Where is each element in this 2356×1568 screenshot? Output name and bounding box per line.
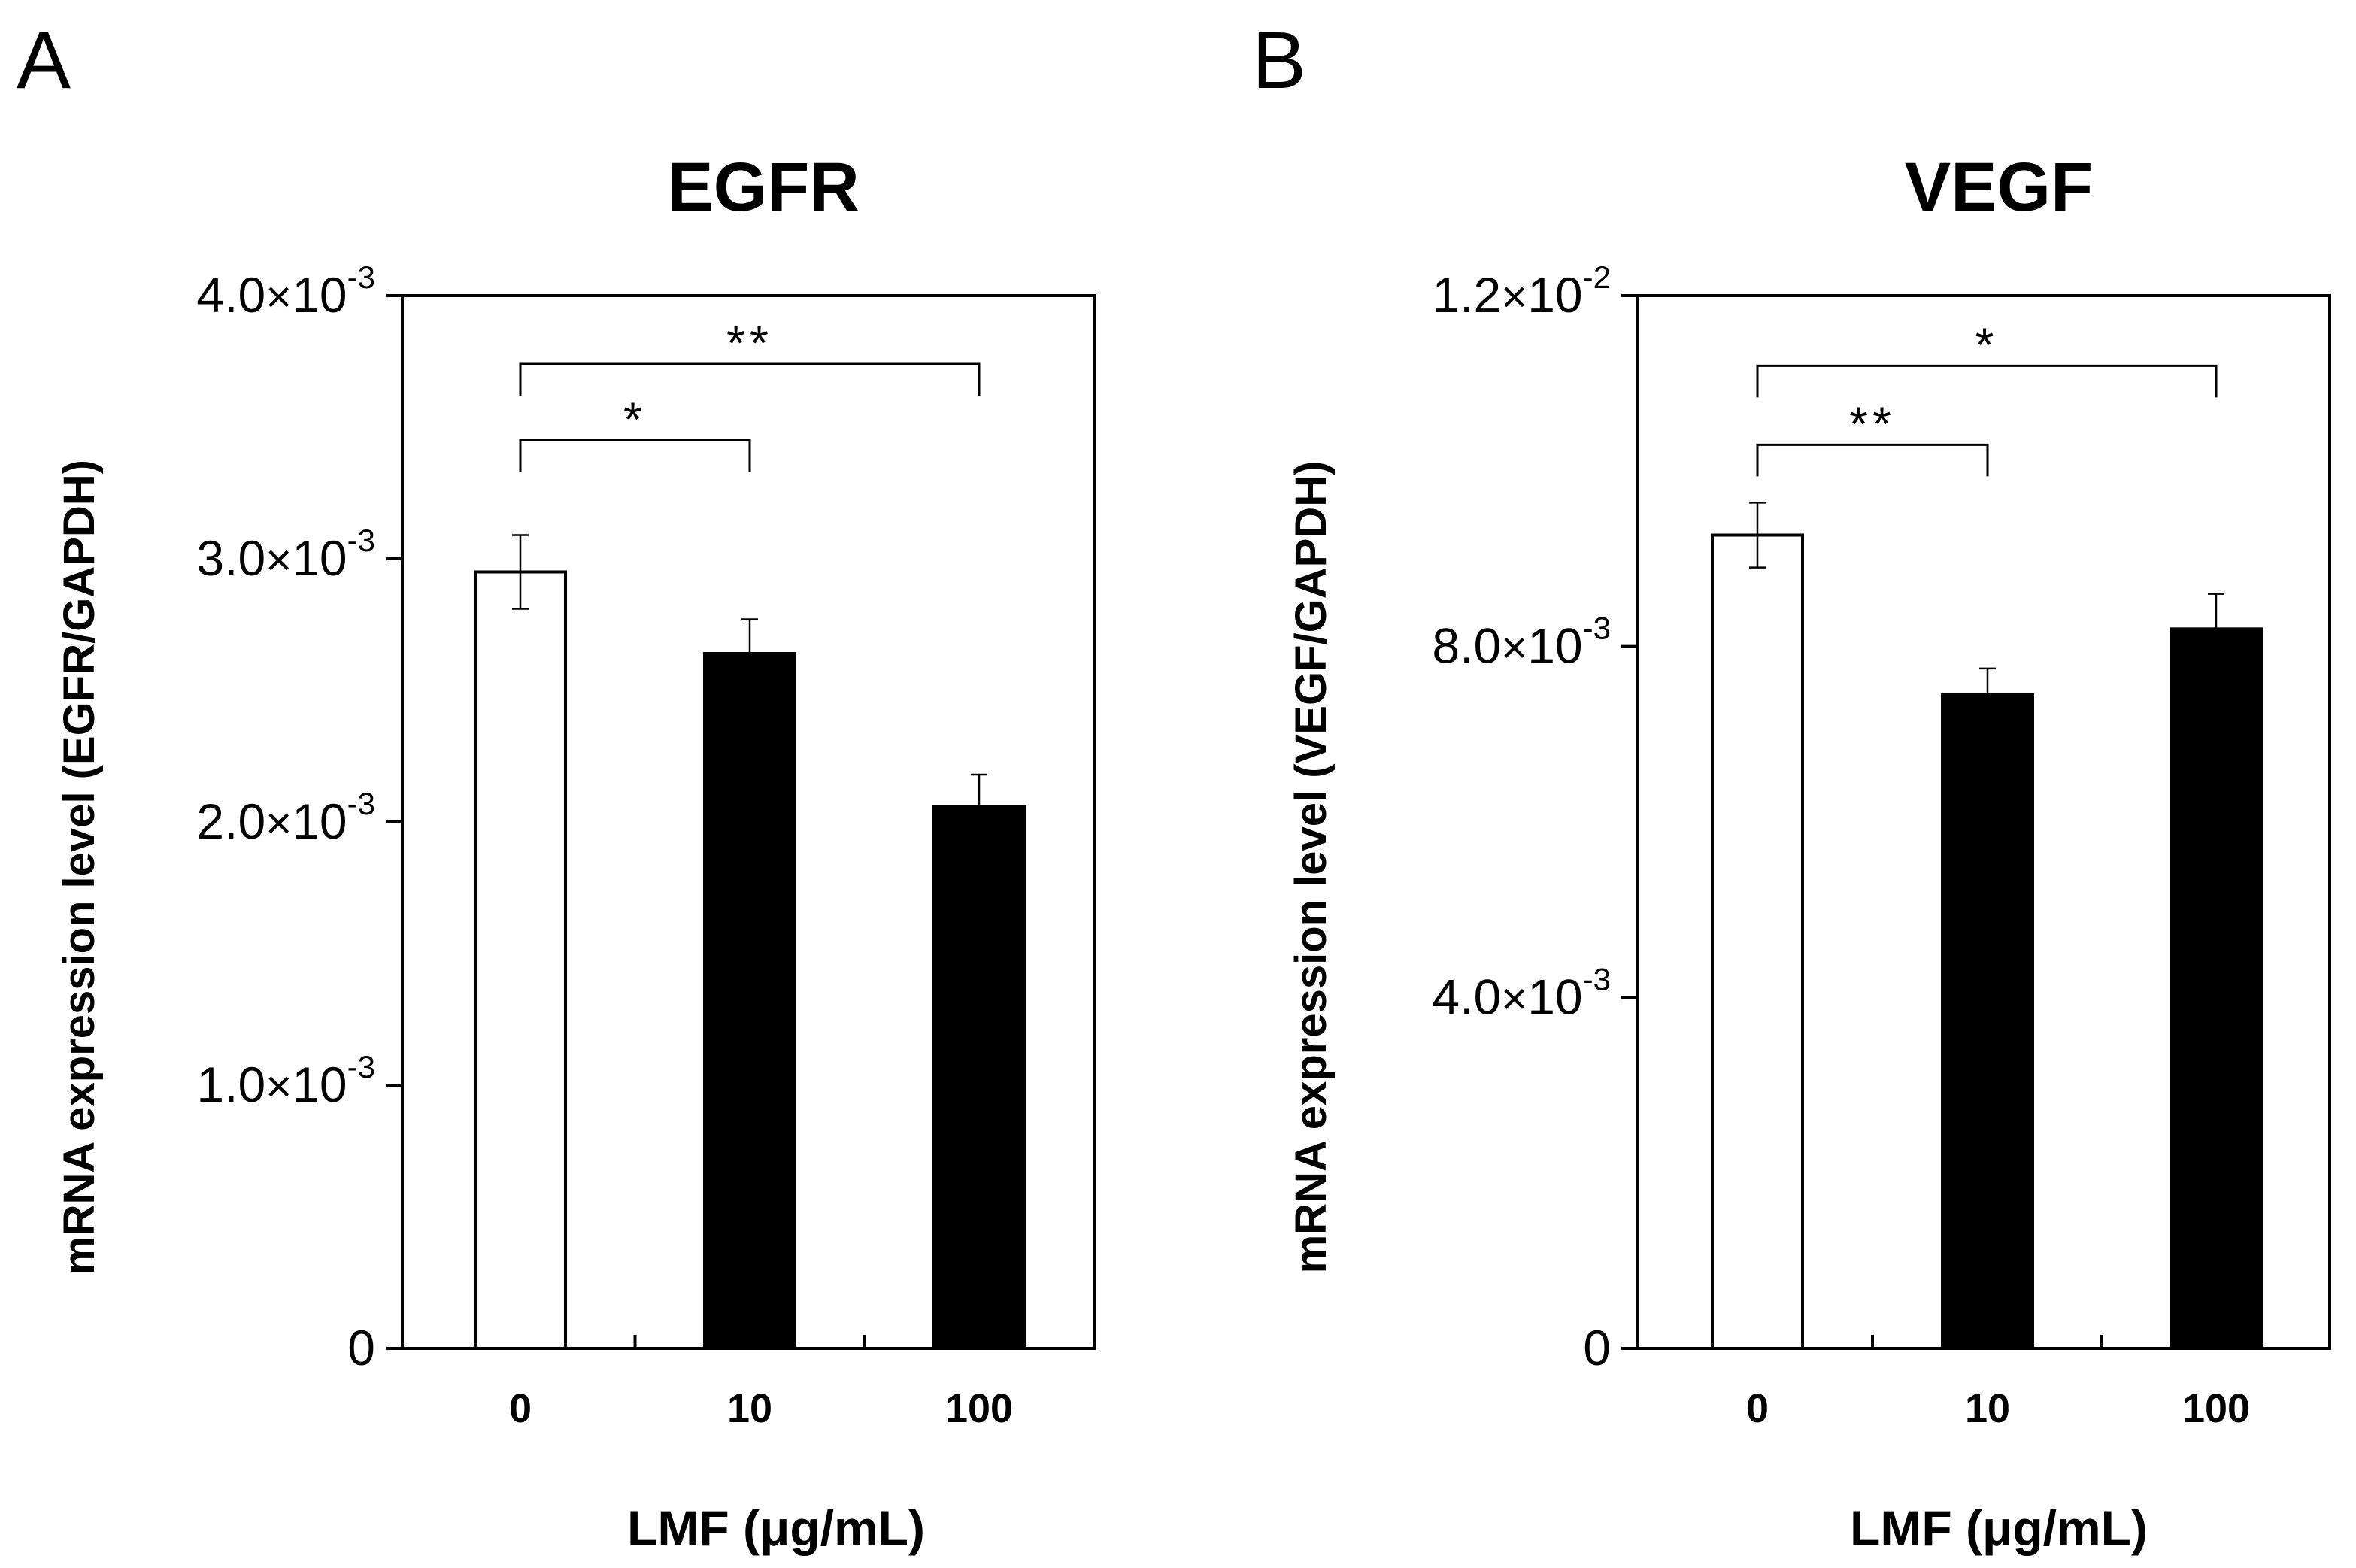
significance-bracket <box>519 439 751 472</box>
bar-0 <box>1711 533 1804 1350</box>
significance-bracket <box>1756 364 2218 398</box>
significance-label: * <box>1975 317 1999 372</box>
y-tick-label: 1.0×10-3 <box>196 1049 375 1112</box>
y-tick-label: 4.0×10-3 <box>1432 961 1611 1024</box>
y-tick-label: 3.0×10-3 <box>196 523 375 586</box>
bar-100 <box>932 805 1026 1350</box>
y-axis-label: mRNA expression level (EGFR/GAPDH) <box>55 459 104 1275</box>
x-tick-label: 0 <box>1746 1386 1769 1431</box>
x-tick-label: 10 <box>1965 1386 2010 1431</box>
y-tick-label: 1.2×10-2 <box>1432 259 1611 323</box>
panel-label: A <box>17 14 71 105</box>
x-tick-label: 10 <box>727 1386 772 1431</box>
significance-bracket <box>1756 443 1989 477</box>
y-tick-label: 0 <box>347 1320 375 1375</box>
y-tick-label: 8.0×10-3 <box>1432 611 1611 674</box>
panel-label: B <box>1252 14 1306 105</box>
significance-label: ** <box>726 316 773 370</box>
y-tick-label: 0 <box>1583 1320 1611 1375</box>
chart-title: VEGF <box>1905 149 2093 226</box>
x-axis-label: LMF (μg/mL) <box>1850 1500 2148 1556</box>
significance-label: * <box>623 393 647 447</box>
x-tick-label: 100 <box>945 1386 1013 1431</box>
y-axis-label: mRNA expression level (VEGF/GAPDH) <box>1287 461 1336 1274</box>
bar-100 <box>2170 627 2263 1350</box>
bar-10 <box>1941 693 2034 1350</box>
y-tick-label: 2.0×10-3 <box>196 786 375 849</box>
chart-panel-a: A EGFR 0 1.0×10-3 2.0×10-3 3.0×10-3 4.0×10-3 0 1… <box>17 14 1096 1556</box>
significance-bracket <box>519 362 981 396</box>
bar-10 <box>703 652 796 1350</box>
x-tick-label: 0 <box>509 1386 532 1431</box>
significance-label: ** <box>1849 396 1896 450</box>
x-tick-label: 100 <box>2182 1386 2250 1431</box>
x-axis-label: LMF (μg/mL) <box>627 1500 925 1556</box>
y-tick-label: 4.0×10-3 <box>196 259 375 323</box>
chart-title: EGFR <box>667 149 860 226</box>
bar-0 <box>474 570 567 1350</box>
